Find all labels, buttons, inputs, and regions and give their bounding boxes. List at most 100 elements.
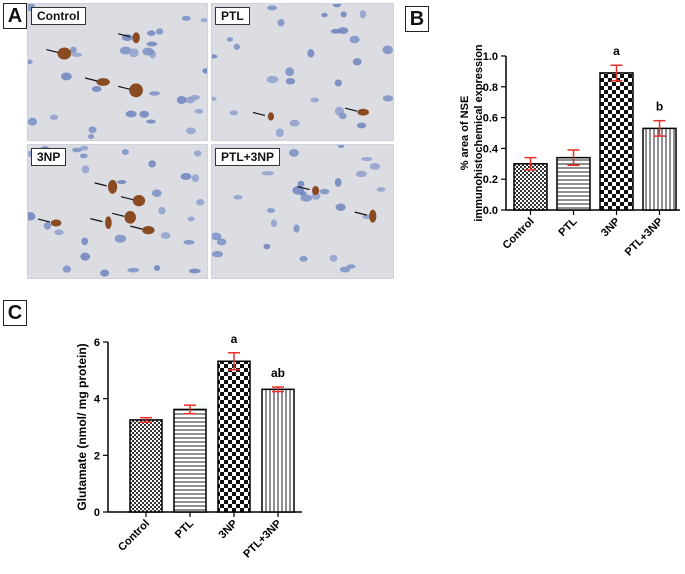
nucleus bbox=[117, 179, 127, 185]
micrograph-label: PTL+3NP bbox=[215, 148, 281, 166]
y-tick-label: 1.0 bbox=[483, 51, 498, 63]
nucleus bbox=[369, 162, 381, 170]
y-tick-label: 0.8 bbox=[483, 82, 498, 94]
nucleus bbox=[332, 4, 342, 8]
stained-cell bbox=[129, 83, 143, 98]
nucleus bbox=[334, 79, 342, 87]
nucleus bbox=[200, 17, 207, 23]
nucleus bbox=[212, 232, 222, 241]
nucleus bbox=[263, 243, 271, 250]
y-tick-label: 0.2 bbox=[483, 174, 498, 186]
arrow-marker bbox=[252, 111, 266, 117]
arrow-marker bbox=[94, 182, 107, 187]
micrograph-image bbox=[212, 4, 393, 140]
nucleus bbox=[292, 185, 305, 195]
nucleus bbox=[188, 268, 201, 274]
x-tick-label: 3NP bbox=[599, 216, 623, 240]
nucleus bbox=[146, 41, 158, 47]
nucleus bbox=[142, 47, 154, 56]
nucleus bbox=[362, 214, 371, 220]
nucleus bbox=[319, 188, 330, 195]
nucleus bbox=[310, 97, 320, 103]
bar bbox=[129, 419, 163, 513]
arrow-marker bbox=[345, 107, 358, 112]
bar bbox=[599, 72, 634, 211]
nucleus bbox=[329, 254, 338, 262]
nucleus bbox=[340, 11, 347, 18]
significance-label: b bbox=[656, 100, 663, 114]
nucleus bbox=[355, 170, 367, 178]
micrograph-label: 3NP bbox=[31, 148, 67, 166]
nucleus bbox=[128, 48, 139, 58]
arrow-marker bbox=[112, 212, 125, 217]
tissue-background bbox=[212, 4, 393, 140]
nucleus bbox=[147, 30, 156, 36]
panel-letter-b: B bbox=[405, 6, 429, 32]
nucleus bbox=[139, 110, 149, 118]
y-tick-label: 4 bbox=[94, 394, 101, 406]
stained-cell bbox=[107, 179, 118, 194]
micrograph-label: PTL bbox=[215, 7, 250, 25]
stained-cell bbox=[369, 209, 377, 223]
micrograph-image bbox=[28, 145, 207, 278]
y-tick-label: 0.0 bbox=[483, 205, 498, 217]
stained-cell bbox=[132, 32, 140, 44]
arrow-marker bbox=[118, 33, 131, 38]
nucleus bbox=[359, 10, 367, 19]
nucleus bbox=[191, 174, 200, 183]
bar bbox=[217, 360, 251, 513]
micrograph-ptl: PTL bbox=[211, 3, 394, 141]
stained-cell bbox=[357, 108, 369, 116]
panel-letter-c: C bbox=[3, 300, 27, 326]
nucleus bbox=[356, 122, 367, 129]
x-tick-label: Control bbox=[500, 216, 536, 252]
micrograph-ptl-3np: PTL+3NP bbox=[211, 144, 394, 279]
nucleus bbox=[60, 72, 72, 81]
nucleus bbox=[158, 206, 166, 215]
nucleus bbox=[330, 28, 341, 34]
arrow-marker bbox=[130, 225, 143, 230]
y-tick-label: 0.4 bbox=[483, 143, 499, 155]
nucleus bbox=[181, 15, 191, 21]
nucleus bbox=[149, 91, 161, 96]
arrow-marker bbox=[120, 196, 134, 201]
nucleus bbox=[70, 46, 77, 54]
nucleus bbox=[339, 112, 347, 120]
nucleus bbox=[28, 117, 38, 126]
significance-label: a bbox=[231, 332, 238, 346]
y-tick-label: 0 bbox=[94, 507, 100, 519]
y-axis-label: Glutamate (nmol/ mg protein) bbox=[75, 343, 89, 510]
nucleus bbox=[229, 110, 239, 116]
nucleus bbox=[79, 145, 89, 151]
nucleus bbox=[125, 110, 137, 118]
nucleus bbox=[270, 219, 278, 228]
nucleus bbox=[289, 148, 299, 157]
nucleus bbox=[289, 119, 300, 127]
nucleus bbox=[337, 145, 345, 149]
nucleus bbox=[382, 45, 393, 55]
nucleus bbox=[293, 224, 300, 233]
bar bbox=[513, 163, 548, 211]
micrograph-3np: 3NP bbox=[27, 144, 208, 279]
x-tick-label: PTL+3NP bbox=[241, 518, 284, 561]
nucleus bbox=[146, 119, 156, 124]
nucleus bbox=[321, 12, 328, 18]
nucleus bbox=[81, 165, 90, 174]
nucleus bbox=[361, 156, 373, 162]
nucleus bbox=[334, 178, 342, 187]
nucleus bbox=[339, 266, 351, 273]
nucleus bbox=[382, 95, 393, 102]
arrow-marker bbox=[117, 85, 131, 90]
arrow-marker bbox=[90, 218, 103, 223]
nucleus bbox=[376, 187, 386, 192]
nucleus bbox=[80, 252, 91, 261]
nucleus bbox=[43, 221, 52, 230]
y-tick-label: 6 bbox=[94, 337, 100, 349]
nucleus bbox=[119, 46, 132, 55]
nucleus bbox=[277, 18, 285, 27]
x-tick-label: 3NP bbox=[216, 518, 240, 542]
nucleus bbox=[91, 85, 102, 92]
nucleus bbox=[180, 173, 192, 181]
nucleus bbox=[233, 43, 240, 50]
bar bbox=[261, 388, 295, 513]
